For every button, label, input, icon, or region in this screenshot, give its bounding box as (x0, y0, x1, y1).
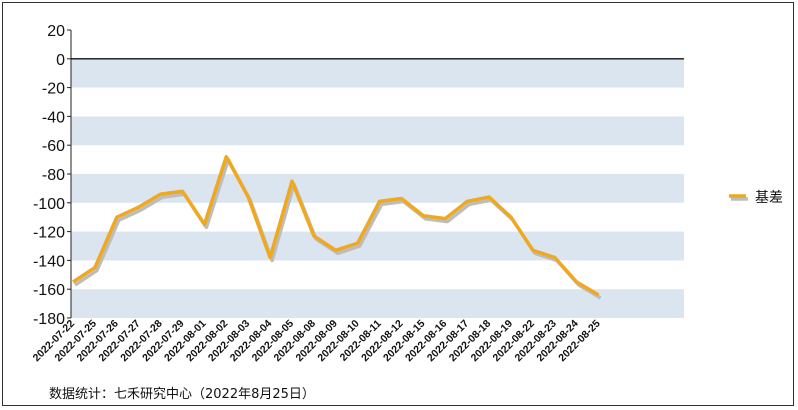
grid-band (71, 174, 684, 203)
x-tick-labels: 2022-07-222022-07-252022-07-262022-07-27… (31, 318, 603, 365)
y-tick-label: -60 (42, 138, 65, 155)
grid-band (71, 231, 684, 261)
line-chart: 20 0 -20 -40 -60 -80 -100 -120 -140 -160 -180 2022… (31, 23, 783, 365)
grid-band (71, 289, 684, 318)
chart-frame: 20 0 -20 -40 -60 -80 -100 -120 -140 -160 -180 2022… (2, 2, 794, 406)
grid-band (71, 58, 684, 88)
y-tick-label: -40 (42, 109, 65, 126)
grid-band (71, 116, 684, 146)
y-tick-label: 20 (47, 23, 65, 40)
y-tick-label: -160 (33, 282, 65, 299)
y-tick-labels: 20 0 -20 -40 -60 -80 -100 -120 -140 -160 -180 (33, 23, 71, 328)
legend[interactable]: 基差 (729, 189, 783, 206)
y-tick-label: -80 (42, 167, 65, 184)
y-tick-label: -100 (33, 196, 65, 213)
series-layer (72, 154, 602, 300)
y-tick-label: -120 (33, 225, 65, 242)
y-tick-label: -180 (33, 311, 65, 328)
y-tick-label: -20 (42, 81, 65, 98)
source-note: 数据统计：七禾研究中心（2022年8月25日） (49, 387, 315, 402)
plot-bands (71, 58, 684, 318)
y-tick-label: 0 (56, 52, 65, 69)
legend-label: 基差 (755, 189, 783, 206)
y-tick-label: -140 (33, 253, 65, 270)
